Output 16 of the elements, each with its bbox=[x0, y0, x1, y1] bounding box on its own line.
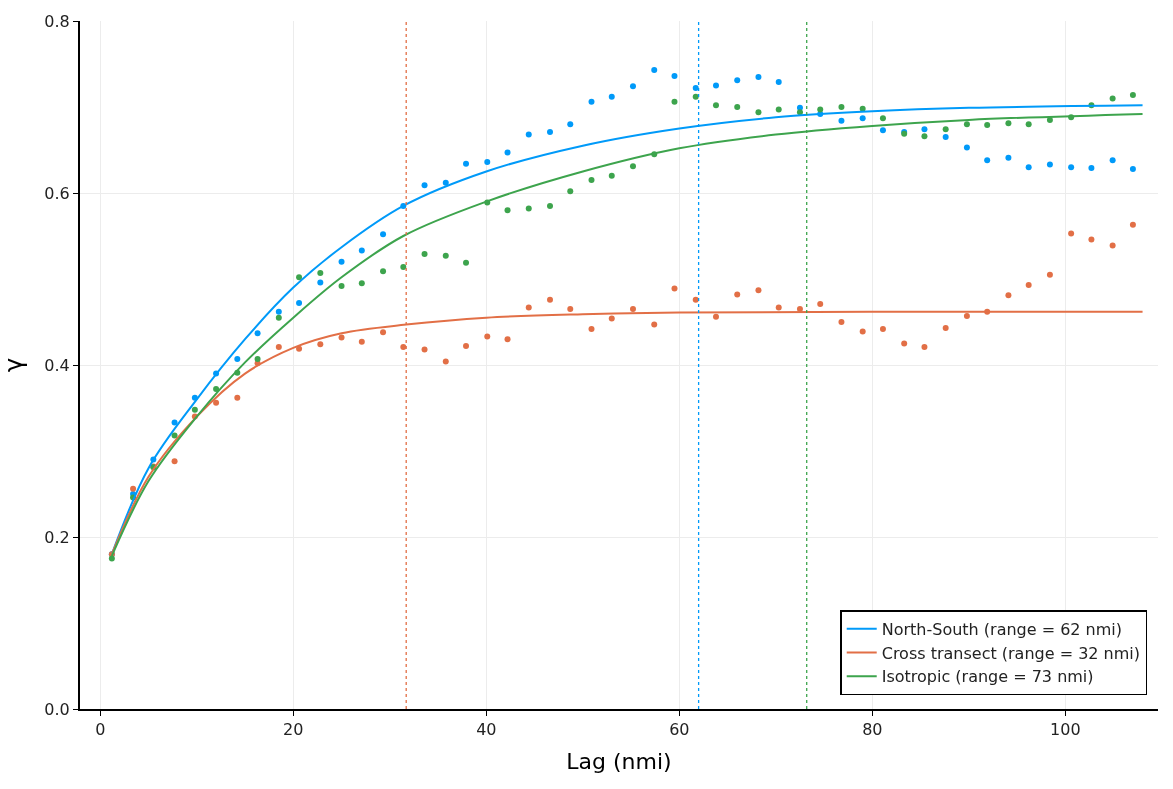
legend-label: Isotropic (range = 73 nmi) bbox=[881, 667, 1094, 687]
y-tick-label: 0.6 bbox=[44, 183, 70, 203]
x-axis-title: Lag (nmi) bbox=[566, 748, 672, 774]
y-tick-label: 0.8 bbox=[44, 11, 70, 31]
legend-label: North-South (range = 62 nmi) bbox=[881, 619, 1123, 639]
x-tick-label: 20 bbox=[283, 720, 304, 740]
legend-label: Cross transect (range = 32 nmi) bbox=[881, 643, 1140, 663]
x-tick-label: 100 bbox=[1050, 720, 1081, 740]
x-tick-label: 60 bbox=[669, 720, 690, 740]
x-tick-label: 40 bbox=[476, 720, 497, 740]
x-tick-label: 80 bbox=[862, 720, 883, 740]
y-axis-title: γ bbox=[0, 357, 28, 373]
y-tick-label: 0.4 bbox=[44, 355, 70, 375]
x-tick-label: 0 bbox=[95, 720, 106, 740]
y-tick-label: 0.2 bbox=[44, 527, 70, 547]
y-tick-label: 0.0 bbox=[44, 699, 70, 719]
